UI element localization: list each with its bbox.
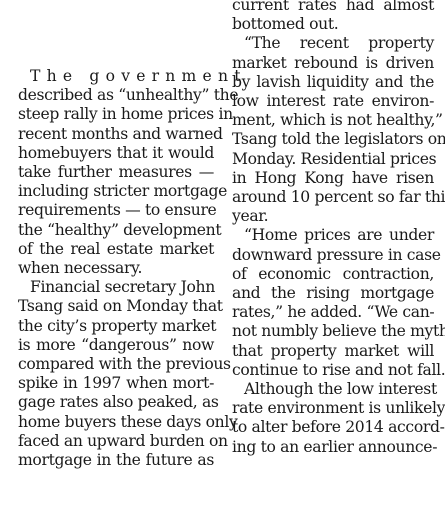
text-line: year. xyxy=(232,207,269,226)
text-line: ing to an earlier announce- xyxy=(232,437,438,456)
text-line: downward pressure in case xyxy=(232,245,441,264)
text-line: gage rates also peaked, as xyxy=(18,393,219,412)
text-line: that property market will xyxy=(232,341,434,360)
text-line: the “healthy” development xyxy=(18,220,222,239)
text-line: take further measures — xyxy=(18,163,214,182)
text-line: continue to rise and not fall.” xyxy=(232,360,445,379)
text-line: Tsang told the legislators on xyxy=(232,130,445,149)
text-line: of economic contraction, xyxy=(232,264,434,283)
text-line: including stricter mortgage xyxy=(18,182,228,201)
article-column-right: current rates had almost bottomed out. “… xyxy=(232,0,445,457)
text-line: low interest rate environ- xyxy=(232,92,434,111)
text-line: Tsang said on Monday that xyxy=(18,297,223,316)
text-line: recent months and warned xyxy=(18,124,223,143)
paragraph-continuation: current rates had almost bottomed out. xyxy=(232,0,434,34)
text-line: spike in 1997 when mort- xyxy=(18,374,214,393)
text-line: rates,” he added. “We can- xyxy=(232,303,435,322)
text-line: around 10 percent so far this xyxy=(232,188,445,207)
paragraph-financial-secretary: Financial secretary John Tsang said on M… xyxy=(18,278,238,470)
text-line: Although the low interest xyxy=(244,380,437,399)
text-line: described as “unhealthy” the xyxy=(18,86,239,105)
paragraph-government-warning: The government described as “unhealthy” … xyxy=(18,67,247,278)
text-line: ment, which is not healthy,” xyxy=(232,111,443,130)
text-line: compared with the previous xyxy=(18,355,231,374)
article-column-left: The government described as “unhealthy” … xyxy=(18,67,247,470)
text-line: home buyers these days only xyxy=(18,412,238,431)
text-line: “Home prices are under xyxy=(244,226,434,245)
text-line: when necessary. xyxy=(18,259,143,278)
paragraph-home-prices: “Home prices are under downward pressure… xyxy=(232,226,445,380)
text-line: of the real estate market xyxy=(18,239,214,258)
paragraph-interest-rate: Although the low interest rate environme… xyxy=(232,380,445,457)
text-line: not numbly believe the myth xyxy=(232,322,445,341)
text-line: and the rising mortgage xyxy=(232,284,434,303)
text-line: homebuyers that it would xyxy=(18,143,214,162)
text-line: steep rally in home prices in xyxy=(18,105,233,124)
text-line: is more “dangerous” now xyxy=(18,335,214,354)
text-line: market rebound is driven xyxy=(232,53,434,72)
text-line: The government xyxy=(30,67,247,85)
text-line: Financial secretary John xyxy=(30,278,215,297)
text-line: Monday. Residential prices xyxy=(232,149,437,168)
text-line: mortgage in the future as xyxy=(18,451,214,470)
paragraph-tsang-quote: “The recent property market rebound is d… xyxy=(232,34,445,226)
text-line: to alter before 2014 accord- xyxy=(232,418,445,437)
text-line: rate environment is unlikely xyxy=(232,399,445,418)
text-line: bottomed out. xyxy=(232,15,339,34)
text-line: by lavish liquidity and the xyxy=(232,72,434,91)
text-line: requirements — to ensure xyxy=(18,201,217,220)
text-line: “The recent property xyxy=(244,34,434,53)
text-line: in Hong Kong have risen xyxy=(232,168,434,187)
text-line: the city’s property market xyxy=(18,316,217,335)
text-line: faced an upward burden on xyxy=(18,431,228,450)
text-line: current rates had almost xyxy=(232,0,434,14)
